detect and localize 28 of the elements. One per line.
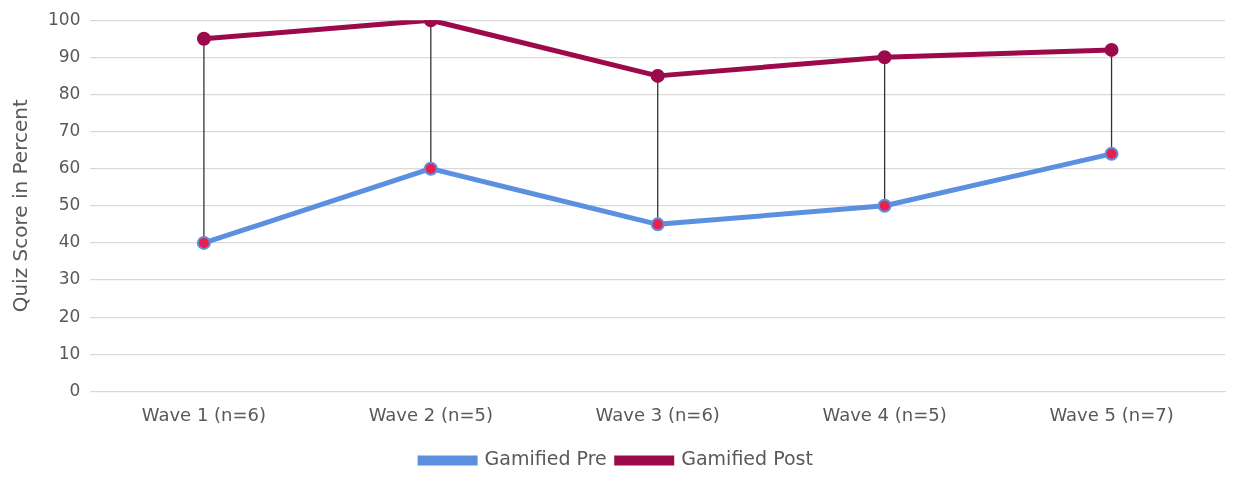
y-tick-label: 60 (58, 157, 81, 178)
legend-label: Gamified Post (681, 447, 813, 470)
y-tick-label: 10 (58, 342, 81, 363)
point (650, 68, 665, 83)
point (1104, 42, 1119, 57)
x-tick-label: Wave 5 (n=7) (1049, 403, 1174, 425)
y-axis-title: Quiz Score in Percent (8, 99, 33, 313)
legend-label: Gamified Pre (484, 447, 607, 470)
point (1104, 146, 1119, 161)
y-tick-label: 30 (58, 268, 81, 289)
x-tick-label: Wave 2 (n=5) (368, 403, 493, 425)
y-tick-label: 40 (58, 231, 81, 252)
y-tick-label: 100 (47, 8, 81, 29)
x-tick-label: Wave 1 (n=6) (141, 403, 267, 425)
y-tick-label: 20 (58, 305, 81, 326)
point (196, 235, 211, 250)
point (650, 217, 665, 232)
y-tick-label: 50 (58, 194, 81, 215)
y-tick-label: 80 (58, 82, 81, 103)
point (877, 50, 892, 65)
y-tick-label: 90 (58, 45, 81, 66)
y-tick-label: 0 (69, 379, 81, 400)
x-tick-label: Wave 3 (n=6) (595, 403, 720, 425)
x-tick-label: Wave 4 (n=5) (822, 403, 947, 425)
point (877, 198, 892, 213)
point (423, 161, 438, 176)
point (196, 31, 211, 46)
y-tick-label: 70 (58, 119, 81, 140)
